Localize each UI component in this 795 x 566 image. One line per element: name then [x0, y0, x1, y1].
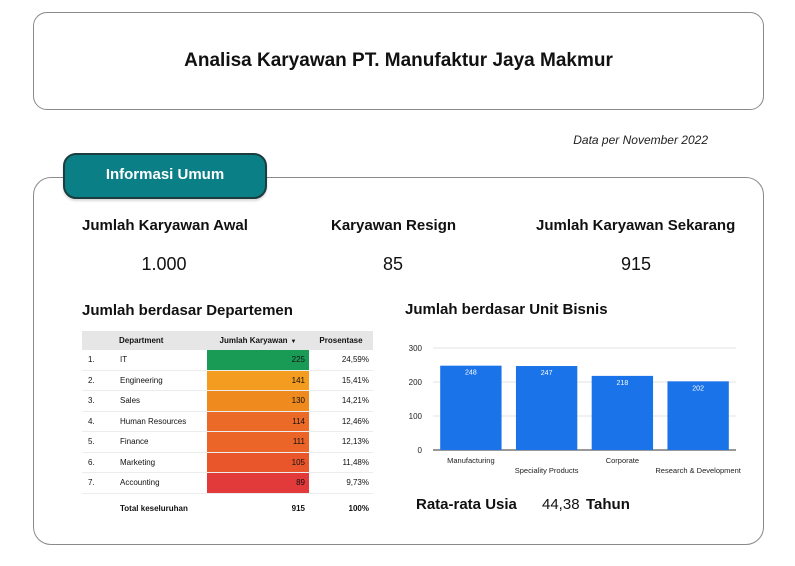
kpi-label-awal: Jumlah Karyawan Awal — [82, 217, 248, 234]
y-tick-label: 100 — [409, 412, 423, 421]
table-row: 6. Marketing 105 11,48% — [82, 452, 373, 473]
row-no-cell: 2. — [82, 370, 116, 391]
row-pct-cell: 12,46% — [309, 411, 373, 432]
column-header-jumlah[interactable]: Jumlah Karyawan ▼ — [207, 331, 309, 350]
row-department-cell: Sales — [116, 390, 207, 412]
table-header-row: Department Jumlah Karyawan ▼ Prosentase — [82, 331, 373, 350]
row-count-cell: 114 — [207, 411, 309, 432]
table-total-row: Total keseluruhan 915 100% — [82, 493, 373, 524]
x-tick-label: Corporate — [606, 456, 639, 465]
column-header-jumlah-label: Jumlah Karyawan — [219, 336, 288, 345]
row-no-cell: 4. — [82, 411, 116, 432]
total-pct: 100% — [348, 504, 369, 513]
x-tick-label: Speciality Products — [515, 466, 579, 475]
column-header-prosentase[interactable]: Prosentase — [309, 331, 373, 350]
column-header-department[interactable]: Department — [116, 331, 207, 350]
bar-data-label: 202 — [692, 385, 704, 392]
table-row: 2. Engineering 141 15,41% — [82, 370, 373, 391]
table-row: 4. Human Resources 114 12,46% — [82, 411, 373, 432]
tab-informasi-umum[interactable]: Informasi Umum — [63, 153, 267, 199]
row-department-cell: Finance — [116, 431, 207, 453]
row-pct-cell: 11,48% — [309, 452, 373, 473]
y-tick-label: 300 — [409, 344, 423, 353]
x-tick-label: Manufacturing — [447, 456, 495, 465]
row-no-cell: 6. — [82, 452, 116, 473]
row-count-cell: 105 — [207, 452, 309, 473]
y-tick-label: 0 — [418, 446, 423, 455]
y-tick-label: 200 — [409, 378, 423, 387]
row-count-cell: 130 — [207, 390, 309, 412]
kpi-label-sekarang: Jumlah Karyawan Sekarang — [536, 217, 736, 234]
bar-data-label: 218 — [617, 380, 629, 387]
column-header-no — [82, 331, 116, 350]
row-no-cell: 3. — [82, 390, 116, 412]
dept-section-title: Jumlah berdasar Departemen — [82, 302, 293, 319]
bar — [440, 365, 502, 450]
row-count-cell: 89 — [207, 472, 309, 494]
age-unit: Tahun — [586, 496, 630, 513]
row-no-cell: 7. — [82, 472, 116, 494]
row-department-cell: Accounting — [116, 472, 207, 494]
bar-data-label: 247 — [541, 370, 553, 377]
total-count: 915 — [291, 504, 305, 513]
row-pct-cell: 24,59% — [309, 350, 373, 371]
kpi-value-sekarang: 915 — [620, 254, 652, 274]
table-row: 5. Finance 111 12,13% — [82, 431, 373, 453]
row-pct-cell: 12,13% — [309, 431, 373, 453]
department-table: Department Jumlah Karyawan ▼ Prosentase 1… — [82, 331, 373, 524]
bar-data-label: 248 — [465, 370, 477, 377]
row-no-cell: 5. — [82, 431, 116, 453]
row-department-cell: IT — [116, 350, 207, 371]
date-note: Data per November 2022 — [573, 133, 708, 147]
row-no-cell: 1. — [82, 350, 116, 371]
sort-desc-icon[interactable]: ▼ — [290, 339, 297, 345]
title-card: Analisa Karyawan PT. Manufaktur Jaya Mak… — [33, 12, 764, 110]
table-row: 3. Sales 130 14,21% — [82, 390, 373, 412]
kpi-label-resign: Karyawan Resign — [331, 217, 457, 234]
total-label: Total keseluruhan — [120, 504, 188, 513]
kpi-value-awal: 1.000 — [141, 254, 187, 274]
row-count-cell: 225 — [207, 350, 309, 371]
row-count-cell: 141 — [207, 370, 309, 391]
row-pct-cell: 14,21% — [309, 390, 373, 412]
page-title: Analisa Karyawan PT. Manufaktur Jaya Mak… — [184, 50, 613, 71]
age-value: 44,38 — [542, 496, 580, 513]
table-row: 1. IT 225 24,59% — [82, 350, 373, 371]
row-count-cell: 111 — [207, 431, 309, 453]
table-row: 7. Accounting 89 9,73% — [82, 472, 373, 494]
unit-section-title: Jumlah berdasar Unit Bisnis — [405, 301, 608, 318]
row-department-cell: Engineering — [116, 370, 207, 391]
kpi-value-resign: 85 — [382, 254, 404, 274]
bar — [591, 375, 654, 450]
x-tick-label: Research & Development — [655, 466, 741, 475]
age-label: Rata-rata Usia — [416, 496, 517, 513]
row-department-cell: Marketing — [116, 452, 207, 473]
total-no-cell — [82, 493, 116, 524]
row-pct-cell: 9,73% — [309, 472, 373, 494]
bar — [667, 381, 729, 450]
unit-bar-chart: 0 100 200 300 248 Manufacturing 247 Speciality … — [409, 344, 742, 475]
row-pct-cell: 15,41% — [309, 370, 373, 391]
bar — [515, 366, 578, 450]
row-department-cell: Human Resources — [116, 411, 207, 432]
